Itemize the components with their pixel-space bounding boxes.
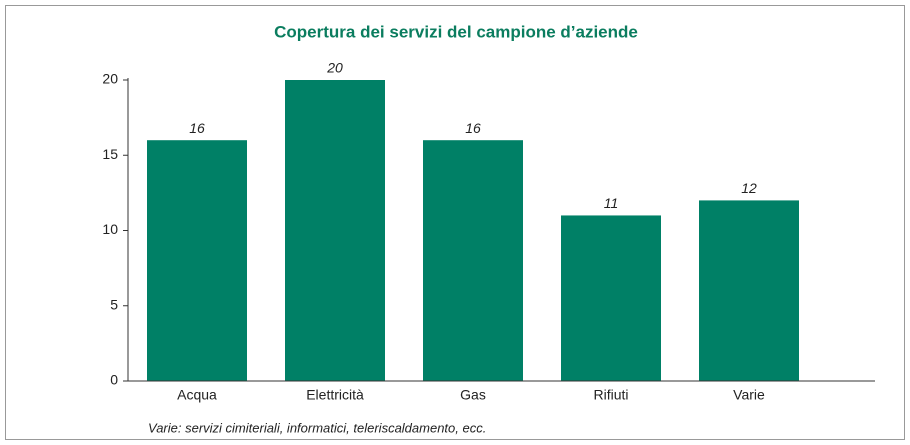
bar <box>561 215 661 381</box>
value-label: 16 <box>465 120 481 136</box>
chart-title: Copertura dei servizi del campione d’azi… <box>274 22 638 41</box>
value-label: 20 <box>326 60 343 76</box>
x-tick-label: Elettricità <box>306 387 364 403</box>
x-tick-label: Rifiuti <box>593 387 628 403</box>
x-tick-label: Acqua <box>177 387 217 403</box>
footnote: Varie: servizi cimiteriali, informatici,… <box>148 420 486 435</box>
value-label: 11 <box>604 195 619 211</box>
y-tick-label: 10 <box>102 221 118 237</box>
bar <box>423 140 523 381</box>
bar <box>699 200 799 381</box>
value-label: 16 <box>189 120 205 136</box>
y-tick-label: 20 <box>102 71 118 87</box>
chart-border <box>5 5 905 440</box>
y-tick-label: 15 <box>102 146 118 162</box>
bar <box>147 140 247 381</box>
value-label: 12 <box>741 180 757 196</box>
x-tick-label: Varie <box>733 387 765 403</box>
bar <box>285 80 385 381</box>
x-tick-label: Gas <box>460 387 486 403</box>
y-tick-label: 5 <box>110 296 118 312</box>
y-tick-label: 0 <box>110 372 118 388</box>
